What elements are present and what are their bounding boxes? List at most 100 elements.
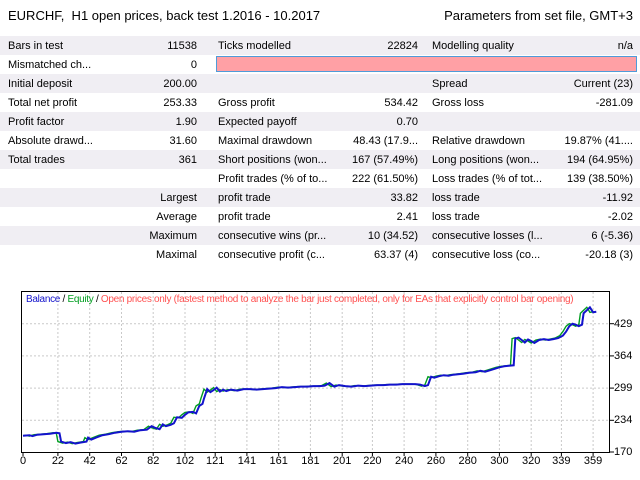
- table-row: Maximal consecutive profit (c... 63.37 (4)…: [0, 245, 640, 264]
- value-col1: 1.90: [175, 115, 197, 128]
- label-col2: Expected payoff: [218, 115, 297, 128]
- table-row: Bars in test 11538 Ticks modelled 22824 Mode…: [0, 36, 640, 55]
- label-col1: Total net profit: [8, 96, 78, 109]
- label-col3: Modelling quality: [432, 39, 514, 52]
- label-col1: Initial deposit: [8, 77, 73, 90]
- value-col3: 6 (-5.36): [591, 229, 633, 242]
- legend-separator: /: [60, 294, 68, 305]
- table-row: Largest profit trade 33.82 loss trade -11.92: [0, 188, 640, 207]
- value-col1: 361: [178, 153, 197, 166]
- label-col2: profit trade: [218, 210, 271, 223]
- y-tick-label: 364: [614, 349, 633, 362]
- x-tick-label: 161: [269, 455, 288, 467]
- value-col1: Maximum: [149, 229, 197, 242]
- value-col3: 19.87% (41....: [564, 134, 634, 147]
- table-row: Total trades 361 Short positions (won... 16…: [0, 150, 640, 169]
- label-col3: Long positions (won...: [432, 153, 540, 166]
- value-col1: 200.00: [163, 77, 197, 90]
- value-col2: 10 (34.52): [367, 229, 418, 242]
- value-col2: 2.41: [396, 210, 418, 223]
- label-col2: Maximal drawdown: [218, 134, 313, 147]
- x-tick-label: 141: [237, 455, 257, 467]
- x-tick-label: 339: [552, 455, 571, 467]
- x-tick-label: 121: [205, 455, 225, 467]
- table-row: Mismatched ch... 0: [0, 55, 640, 74]
- y-tick-label: 299: [614, 382, 633, 395]
- table-row: Initial deposit 200.00 Spread Current (23): [0, 74, 640, 93]
- label-col1: Mismatched ch...: [8, 58, 92, 71]
- x-tick-label: 240: [394, 455, 414, 467]
- x-tick-label: 280: [458, 455, 477, 467]
- label-col2: Short positions (won...: [218, 153, 327, 166]
- table-row: Profit trades (% of to... 222 (61.50%) Los…: [0, 169, 640, 188]
- label-col2: profit trade: [218, 191, 271, 204]
- value-col2: 534.42: [384, 96, 418, 109]
- label-col1: Bars in test: [8, 39, 64, 52]
- label-col3: loss trade: [432, 191, 480, 204]
- label-col1: Absolute drawd...: [8, 134, 93, 147]
- x-tick-label: 220: [363, 455, 382, 467]
- value-col2: 22824: [387, 39, 418, 52]
- value-col2: 48.43 (17.9...: [353, 134, 418, 147]
- table-row: Total net profit 253.33 Gross profit 534.42…: [0, 93, 640, 112]
- value-col3: 194 (64.95%): [566, 153, 633, 166]
- label-col1: Profit factor: [8, 115, 65, 128]
- label-col2: Gross profit: [218, 96, 275, 109]
- x-tick-label: 181: [301, 455, 320, 467]
- x-tick-label: 359: [583, 455, 603, 467]
- value-col2: 63.37 (4): [373, 248, 418, 261]
- x-tick-label: 201: [333, 455, 352, 467]
- table-row: Absolute drawd... 31.60 Maximal drawdown 48…: [0, 131, 640, 150]
- value-col1: 0: [190, 58, 197, 71]
- label-col2: Ticks modelled: [218, 39, 291, 52]
- label-col3: Loss trades (% of tot...: [432, 172, 543, 185]
- label-col3: consecutive losses (l...: [432, 229, 543, 242]
- value-col1: Average: [156, 210, 197, 223]
- stats-table: Bars in test 11538 Ticks modelled 22824 Mode…: [0, 36, 640, 264]
- value-col3: n/a: [617, 39, 633, 52]
- label-col1: Total trades: [8, 153, 65, 166]
- x-tick-label: 62: [115, 455, 128, 467]
- table-row: Profit factor 1.90 Expected payoff 0.70: [0, 112, 640, 131]
- label-col3: consecutive loss (co...: [432, 248, 541, 261]
- x-tick-label: 320: [521, 455, 541, 467]
- label-col3: Spread: [432, 77, 468, 90]
- chart-legend: Balance / Equity / Open prices only (fas…: [26, 294, 574, 305]
- label-col2: consecutive wins (pr...: [218, 229, 327, 242]
- x-tick-label: 0: [19, 455, 27, 467]
- value-col1: Maximal: [156, 248, 197, 261]
- value-col1: Largest: [160, 191, 197, 204]
- value-col2: 0.70: [396, 115, 418, 128]
- label-col3: loss trade: [432, 210, 480, 223]
- y-tick-label: 234: [614, 414, 633, 427]
- legend-balance: Balance: [26, 294, 61, 305]
- x-tick-label: 102: [175, 455, 195, 467]
- table-row: Maximum consecutive wins (pr... 10 (34.52)…: [0, 226, 640, 245]
- value-col3: -20.18 (3): [585, 248, 633, 261]
- value-col3: -11.92: [602, 191, 633, 204]
- x-tick-label: 300: [490, 455, 509, 467]
- value-col3: -281.09: [595, 96, 633, 109]
- balance-chart: Balance / Equity / Open prices only (fas…: [21, 291, 617, 457]
- report-header: EURCHF, H1 open prices, back test 1.2016…: [0, 0, 640, 32]
- label-col2: consecutive profit (c...: [218, 248, 325, 261]
- modelling-quality-bar: [216, 56, 637, 72]
- x-axis-labels: 0 22 42 62 82 102 121 141 161 181 201 220 240 260 280 3…: [0, 455, 640, 469]
- value-col3: 139 (38.50%): [566, 172, 633, 185]
- x-tick-label: 22: [51, 455, 65, 467]
- value-col1: 31.60: [169, 134, 197, 147]
- value-col1: 11538: [167, 39, 197, 52]
- legend-separator: /: [93, 294, 101, 305]
- x-tick-label: 82: [147, 455, 160, 467]
- value-col2: 33.82: [390, 191, 418, 204]
- y-tick-label: 170: [614, 446, 633, 458]
- value-col2: 167 (57.49%): [351, 153, 418, 166]
- x-tick-label: 260: [426, 455, 446, 467]
- value-col2: 222 (61.50%): [351, 172, 418, 185]
- value-col3: Current (23): [573, 77, 633, 90]
- y-tick-label: 429: [614, 317, 633, 330]
- value-col3: -2.02: [607, 210, 633, 223]
- table-row: Average profit trade 2.41 loss trade -2.02: [0, 207, 640, 226]
- legend-equity: Equity: [67, 294, 94, 305]
